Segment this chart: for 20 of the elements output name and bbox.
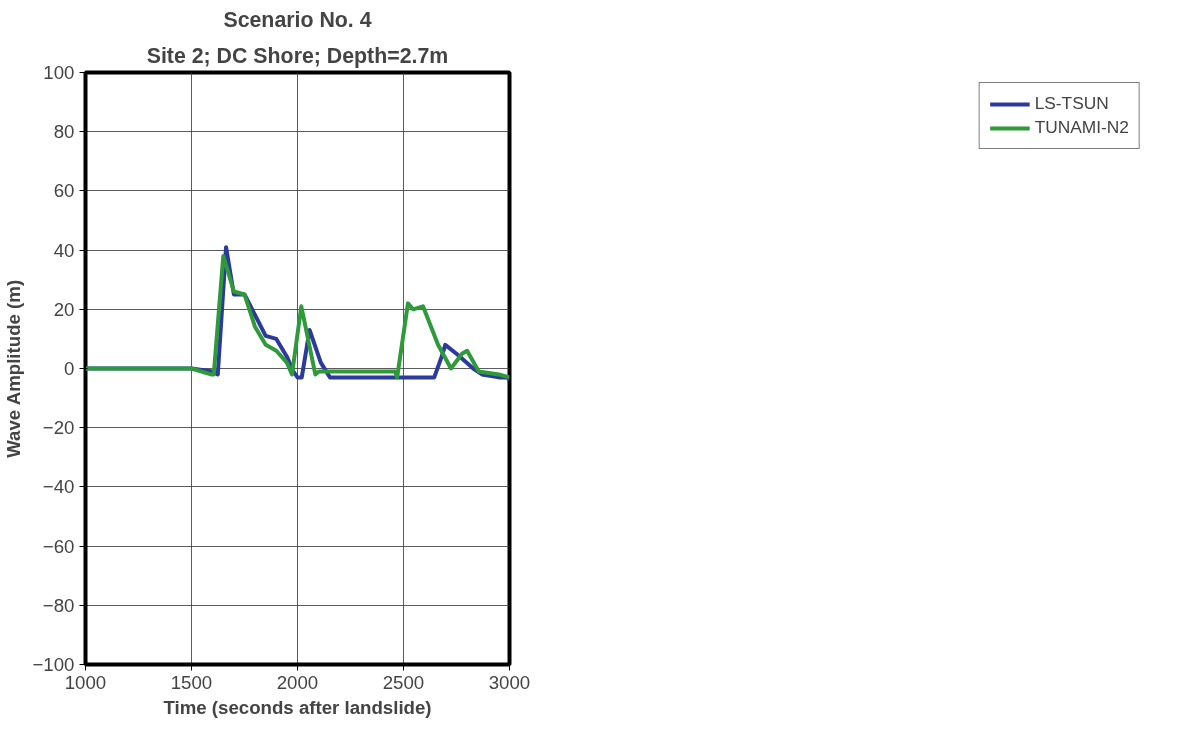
x-tick-label: 3000 [488, 671, 531, 693]
y-tick-label: 40 [53, 239, 75, 261]
y-tick-label: −40 [42, 476, 75, 498]
y-axis-title: Wave Amplitude (m) [3, 279, 25, 458]
y-tick-label: 80 [53, 121, 75, 143]
y-tick-label: 100 [43, 62, 75, 83]
x-tick-label: 2000 [276, 671, 319, 693]
chart-subtitle: Site 2; DC Shore; Depth=2.7m [146, 43, 449, 68]
x-tick-label: 1500 [170, 671, 213, 693]
chart-title: Scenario No. 4 [223, 7, 372, 32]
legend-label: TUNAMI-N2 [1034, 117, 1129, 138]
y-tick-label: −60 [42, 535, 75, 557]
x-axis-title: Time (seconds after landslide) [163, 696, 432, 718]
y-tick-label: 20 [53, 298, 75, 320]
x-tick-label: 2500 [382, 671, 425, 693]
y-tick-label: −20 [42, 417, 75, 439]
y-tick-label: 60 [53, 180, 75, 202]
y-tick-label: 0 [64, 358, 75, 379]
y-tick-label: −80 [42, 594, 75, 616]
legend-label: LS-TSUN [1034, 93, 1109, 114]
